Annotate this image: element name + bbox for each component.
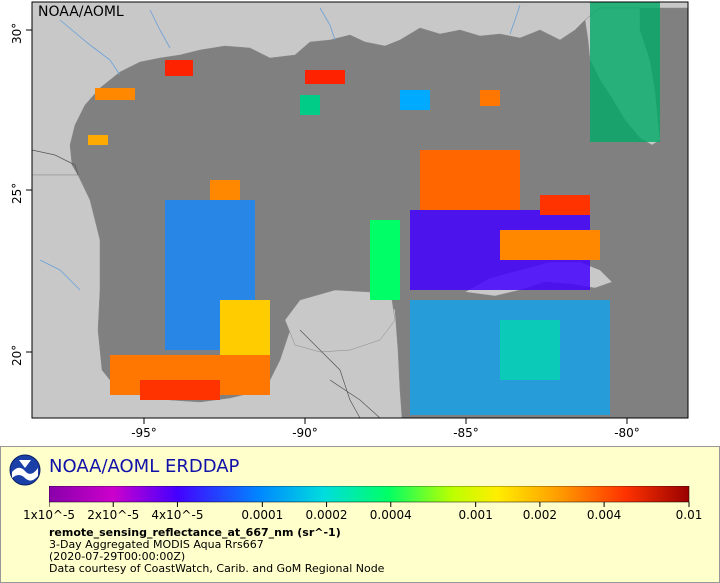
data-patch	[140, 380, 220, 400]
data-patch	[400, 90, 430, 110]
data-patch	[480, 90, 500, 106]
lon-tick-label: -85°	[453, 426, 479, 440]
map-border	[31, 1, 689, 419]
colorbar-tick-label: 1x10^-5	[22, 508, 76, 522]
noaa-logo-icon	[9, 454, 41, 486]
data-patch	[420, 150, 520, 210]
country-borders	[31, 149, 381, 419]
data-patch	[165, 60, 193, 76]
rivers	[39, 4, 521, 291]
colorbar-gradient	[49, 486, 690, 503]
data-patch	[500, 230, 600, 260]
legend-panel: NOAA/AOML ERDDAP 1x10^-5 2x10^-5 4x10^-5 0.…	[0, 446, 720, 583]
data-patch	[590, 2, 660, 142]
data-patch	[210, 180, 240, 200]
colorbar-tick-label: 0.0002	[305, 508, 348, 522]
map-canvas	[26, 1, 689, 424]
lon-tick-label: -95°	[131, 426, 157, 440]
credit-text: Data courtesy of CoastWatch, Carib. and …	[49, 562, 385, 575]
data-patch	[220, 300, 270, 360]
colorbar-tick-label: 0.002	[522, 508, 558, 522]
colorbar-tick-label: 0.001	[458, 508, 493, 522]
data-patch	[500, 320, 560, 380]
data-patch	[370, 220, 400, 300]
lat-tick-label: 30°	[10, 22, 24, 44]
data-patch	[300, 95, 320, 115]
data-patch	[88, 135, 108, 145]
data-patch	[540, 195, 590, 215]
map-watermark: NOAA/AOML	[38, 4, 124, 20]
lat-tick-label: 25°	[10, 182, 24, 204]
colorbar-tick-label: 0.004	[586, 508, 622, 522]
colorbar-tick-label: 0.0004	[369, 508, 412, 522]
data-patch	[95, 88, 135, 100]
lat-tick-label: 20°	[10, 344, 24, 366]
lon-tick-label: -80°	[614, 426, 640, 440]
land-yucatan	[284, 289, 396, 353]
dataset-subtitle: 3-Day Aggregated MODIS Aqua Rrs667	[49, 538, 264, 551]
time-label: (2020-07-29T00:00:00Z)	[49, 550, 186, 563]
colorbar	[49, 486, 690, 507]
data-patch	[305, 70, 345, 84]
map-frame: NOAA/AOML -95° -90° -85° -80° 30° 25° 20…	[10, 1, 689, 440]
land-us-gulf-coast	[31, 1, 689, 176]
colorbar-ticks	[49, 502, 690, 507]
reflectance-data-layer	[88, 2, 660, 415]
lon-tick-label: -90°	[292, 426, 318, 440]
colorbar-tick-label: 4x10^-5	[151, 508, 204, 522]
colorbar-tick-label: 0.01	[675, 508, 703, 522]
variable-title: remote_sensing_reflectance_at_667_nm (sr…	[49, 526, 341, 539]
axis-ticks	[26, 29, 628, 424]
colorbar-tick-label: 0.0001	[241, 508, 284, 522]
brand-title: NOAA/AOML ERDDAP	[49, 456, 240, 477]
colorbar-tick-label: 2x10^-5	[87, 508, 140, 522]
